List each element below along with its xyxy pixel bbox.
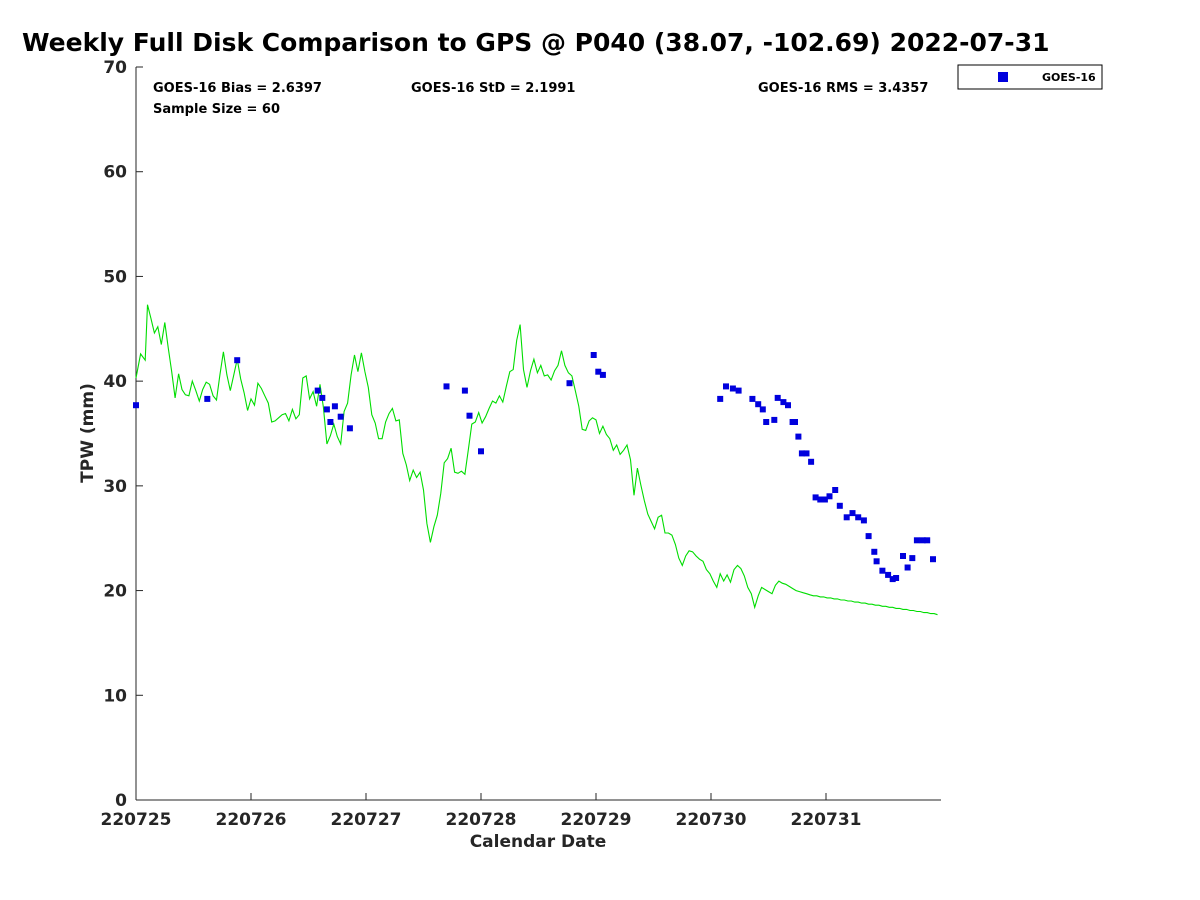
goes-point xyxy=(785,402,791,409)
legend-box xyxy=(957,64,1103,90)
goes-point xyxy=(893,575,900,581)
goes-point xyxy=(133,402,139,409)
goes-point xyxy=(323,406,330,413)
goes-point xyxy=(885,571,892,578)
axes: 0 10 20 30 40 50 60 70 220725 220726 220727 220728 2… xyxy=(101,58,941,830)
goes-point xyxy=(873,558,880,565)
legend-marker xyxy=(998,72,1008,82)
x-tick-label: 220730 xyxy=(676,810,747,830)
goes-point xyxy=(860,517,867,524)
x-tick-label: 220729 xyxy=(561,810,632,830)
goes-point xyxy=(832,487,839,493)
goes-point xyxy=(590,352,597,358)
goes-point xyxy=(346,425,353,432)
goes-point xyxy=(234,357,241,364)
goes-point xyxy=(803,450,810,457)
y-tick-label: 70 xyxy=(103,58,127,78)
goes-point xyxy=(729,385,736,392)
gps-series xyxy=(135,304,938,616)
goes-point xyxy=(836,502,843,509)
stat-rms: GOES-16 RMS = 3.4357 xyxy=(758,81,928,96)
goes-point xyxy=(443,383,450,390)
goes-point xyxy=(327,419,334,425)
goes-point xyxy=(821,496,828,503)
y-tick-label: 10 xyxy=(103,686,127,706)
goes-point xyxy=(924,537,931,544)
x-tick-label: 220725 xyxy=(101,810,172,830)
goes-point xyxy=(466,412,473,419)
goes-point xyxy=(780,399,787,406)
goes-point xyxy=(595,368,602,375)
stat-bias: GOES-16 Bias = 2.6397 xyxy=(153,81,322,96)
goes-point xyxy=(337,413,344,420)
goes-point xyxy=(795,433,802,440)
x-axis-label: Calendar Date xyxy=(470,832,607,852)
goes-point xyxy=(865,533,872,540)
goes-point xyxy=(849,510,856,517)
goes-point xyxy=(792,419,798,425)
goes-point xyxy=(904,564,911,571)
goes-point xyxy=(930,556,936,563)
x-tick-label: 220726 xyxy=(216,810,287,830)
goes-point xyxy=(843,514,850,521)
goes-point xyxy=(763,419,770,425)
legend: GOES-16 xyxy=(957,64,1103,90)
y-axis-label: TPW (mm) xyxy=(78,383,98,483)
goes-point xyxy=(759,406,766,413)
legend-label: GOES-16 xyxy=(1042,71,1096,84)
goes-point xyxy=(798,450,805,457)
goes-point xyxy=(871,548,878,555)
goes-point xyxy=(817,496,824,503)
gps-line xyxy=(135,304,938,616)
goes-point xyxy=(826,493,833,500)
goes-point xyxy=(909,555,916,562)
goes-point xyxy=(566,380,573,387)
goes-point xyxy=(774,394,781,401)
goes-point xyxy=(812,494,819,501)
goes-point xyxy=(461,387,468,394)
goes-point xyxy=(771,416,778,423)
goes-point xyxy=(900,553,906,559)
y-tick-label: 60 xyxy=(103,163,127,183)
goes-series xyxy=(133,352,936,583)
goes-point xyxy=(478,448,484,455)
y-tick-label: 30 xyxy=(103,477,127,497)
stats-box: GOES-16 Bias = 2.6397 GOES-16 StD = 2.19… xyxy=(153,81,928,117)
chart-title: Weekly Full Disk Comparison to GPS @ P04… xyxy=(22,28,1050,57)
y-tick-label: 50 xyxy=(103,267,127,287)
y-tick-label: 40 xyxy=(103,372,127,392)
goes-point xyxy=(204,395,211,402)
goes-point xyxy=(723,383,729,390)
goes-point xyxy=(808,458,815,465)
goes-point xyxy=(749,395,756,402)
x-tick-label: 220727 xyxy=(331,810,402,830)
goes-point xyxy=(599,371,606,378)
goes-point xyxy=(314,387,321,394)
goes-point xyxy=(919,537,926,544)
stat-std: GOES-16 StD = 2.1991 xyxy=(411,81,575,96)
goes-point xyxy=(319,394,326,401)
y-tick-label: 20 xyxy=(103,582,127,602)
goes-point xyxy=(879,567,886,574)
goes-point xyxy=(331,403,338,410)
goes-point xyxy=(755,401,762,408)
goes-point xyxy=(855,514,862,521)
goes-point xyxy=(735,387,742,394)
x-tick-label: 220728 xyxy=(446,810,517,830)
stat-sample-size: Sample Size = 60 xyxy=(153,102,280,117)
x-tick-label: 220731 xyxy=(791,810,862,830)
y-tick-label: 0 xyxy=(115,791,127,811)
goes-point xyxy=(913,537,920,544)
goes-point xyxy=(889,576,896,583)
goes-point xyxy=(717,395,724,402)
